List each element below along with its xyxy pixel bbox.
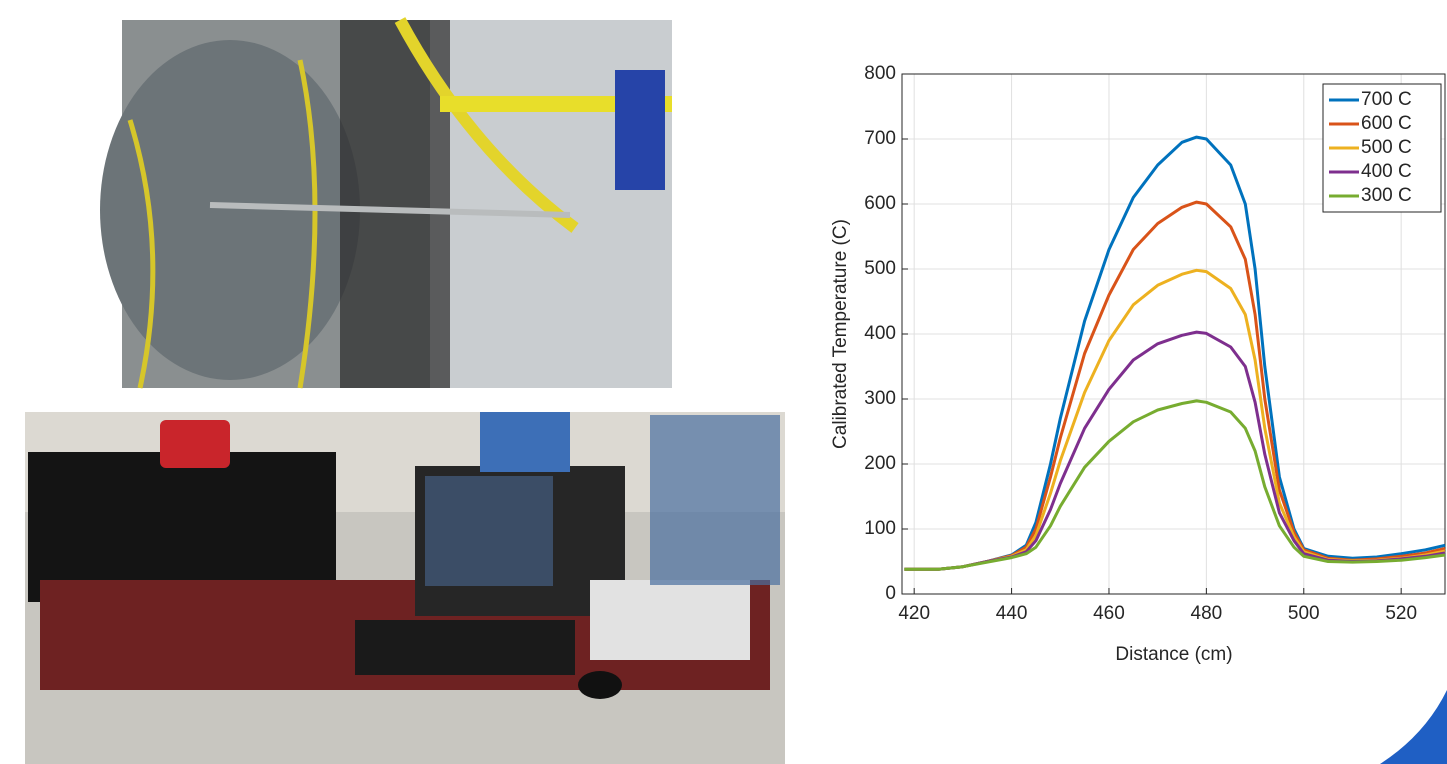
y-tick-label: 300 bbox=[864, 388, 896, 409]
y-tick-label: 0 bbox=[885, 583, 896, 604]
photo-lab-bench bbox=[25, 412, 785, 764]
x-tick-label: 500 bbox=[1288, 603, 1320, 624]
x-tick-label: 440 bbox=[996, 603, 1028, 624]
y-tick-label: 600 bbox=[864, 193, 896, 214]
slide: Distance (cm) Calibrated Temperature (C)… bbox=[0, 0, 1447, 764]
legend-label: 300 C bbox=[1361, 185, 1412, 206]
y-tick-label: 700 bbox=[864, 128, 896, 149]
legend-label: 700 C bbox=[1361, 89, 1412, 110]
legend-label: 400 C bbox=[1361, 161, 1412, 182]
y-tick-label: 800 bbox=[864, 63, 896, 84]
x-tick-label: 480 bbox=[1191, 603, 1223, 624]
x-tick-label: 520 bbox=[1385, 603, 1417, 624]
legend-label: 500 C bbox=[1361, 137, 1412, 158]
x-tick-label: 420 bbox=[898, 603, 930, 624]
y-tick-label: 500 bbox=[864, 258, 896, 279]
y-axis-label: Calibrated Temperature (C) bbox=[830, 219, 851, 449]
y-tick-label: 100 bbox=[864, 518, 896, 539]
decor-swoosh bbox=[1380, 690, 1447, 764]
page: Distance (cm) Calibrated Temperature (C)… bbox=[0, 0, 1447, 764]
x-axis-label: Distance (cm) bbox=[1115, 644, 1232, 665]
legend-label: 600 C bbox=[1361, 113, 1412, 134]
y-tick-label: 200 bbox=[864, 453, 896, 474]
x-tick-label: 460 bbox=[1093, 603, 1125, 624]
y-tick-label: 400 bbox=[864, 323, 896, 344]
photo-test-rig bbox=[100, 20, 672, 388]
